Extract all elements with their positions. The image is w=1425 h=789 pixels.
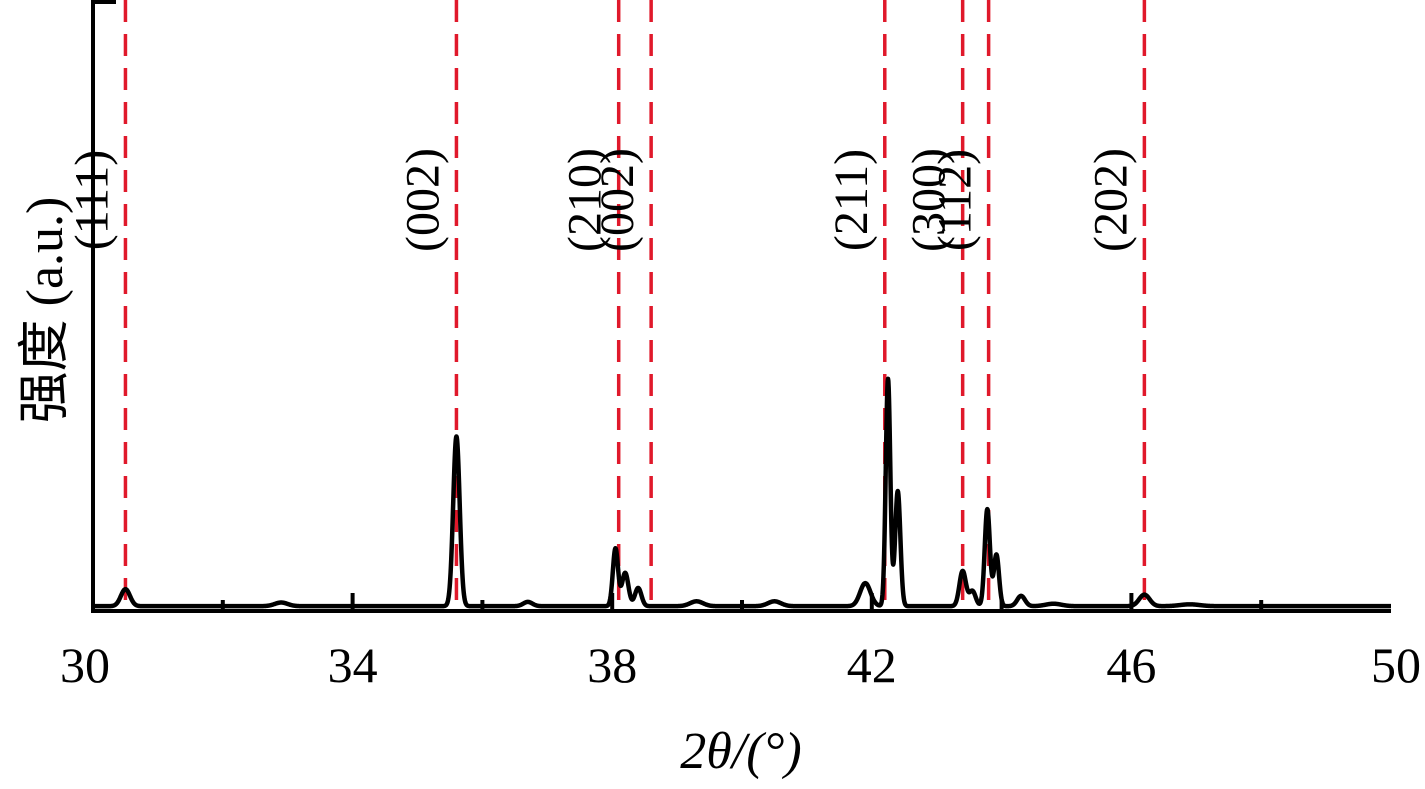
reference-lines (123, 0, 1147, 611)
peak-labels: (111) (002) (210)(002) (211) (300)(112) (202) (65, 148, 1137, 252)
x-tick-label: 30 (60, 637, 110, 693)
y-axis-title: 强度 (a.u.) (17, 197, 74, 424)
x-tick-label: 46 (1106, 637, 1156, 693)
diffraction-pattern-line (91, 376, 1393, 609)
x-tick-label: 34 (328, 637, 378, 693)
peak-label: (002) (396, 148, 449, 252)
x-tick-label: 42 (847, 637, 897, 693)
peak-label: (202) (1084, 148, 1137, 252)
peak-label: (300) (903, 148, 956, 252)
peak-label: (002) (591, 148, 644, 252)
x-tick-label: 50 (1371, 637, 1421, 693)
x-tick-label: 38 (587, 637, 637, 693)
peak-label: (112) (929, 149, 982, 251)
x-axis-title: 2θ/(°) (680, 723, 801, 780)
peak-label: (211) (825, 149, 878, 251)
peak-label: (210) (559, 148, 612, 252)
x-axis-ticks: 30 34 38 42 46 50 (60, 593, 1421, 693)
